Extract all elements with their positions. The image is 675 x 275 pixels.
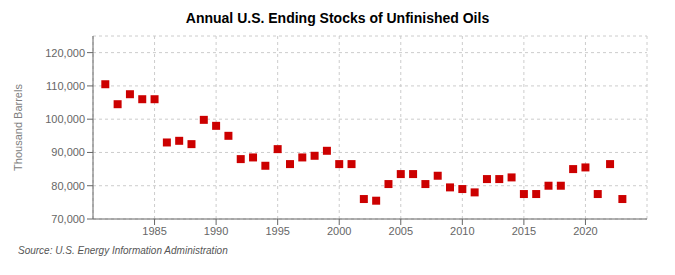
svg-text:2015: 2015	[512, 225, 536, 237]
svg-text:120,000: 120,000	[45, 47, 85, 59]
html-text:Annual U.S. Ending Stocks of U: Annual U.S. Ending Stocks of Unfinished …	[185, 10, 490, 26]
html-text:Source: U.S. Energy Informatio: Source: U.S. Energy Information Administ…	[18, 245, 228, 256]
svg-text:1990: 1990	[204, 225, 228, 237]
svg-text:2020: 2020	[573, 225, 597, 237]
svg-text:100,000: 100,000	[45, 113, 85, 125]
svg-text:2000: 2000	[327, 225, 351, 237]
svg-text:1995: 1995	[265, 225, 289, 237]
svg-text:2010: 2010	[450, 225, 474, 237]
svg-text:90,000: 90,000	[51, 146, 85, 158]
svg-text:110,000: 110,000	[46, 80, 85, 92]
svg-text:70,000: 70,000	[51, 213, 85, 225]
svg-text:1985: 1985	[142, 225, 166, 237]
svg-text:80,000: 80,000	[51, 180, 85, 192]
svg-text:Thousand Barrels: Thousand Barrels	[12, 84, 24, 171]
svg-text:2005: 2005	[389, 225, 413, 237]
